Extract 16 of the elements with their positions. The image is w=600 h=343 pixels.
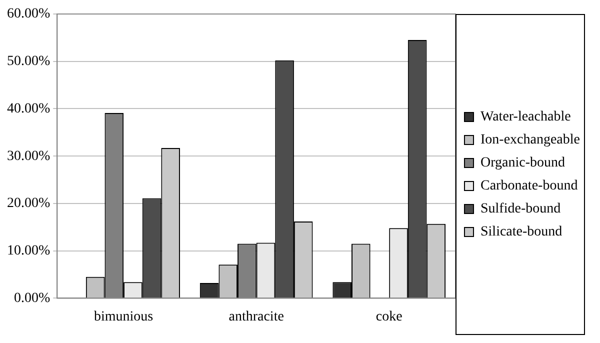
legend-label: Organic-bound: [480, 156, 566, 171]
legend-label: Ion-exchangeable: [480, 132, 580, 148]
legend-label: Water-leachable: [480, 110, 571, 125]
legend-label: Sulfide-bound: [480, 202, 561, 217]
y-tick-label: 60.00%: [6, 6, 50, 22]
x-tick-label: anthracite: [228, 309, 284, 324]
y-tick-label: 0.00%: [14, 290, 50, 306]
x-tick-label: bimunious: [94, 309, 154, 324]
y-tick-label: 20.00%: [6, 196, 50, 212]
y-tick-label: 40.00%: [6, 101, 50, 116]
y-tick-label: 50.00%: [6, 54, 50, 70]
legend-label: Carbonate-bound: [480, 178, 578, 194]
y-tick-label: 10.00%: [6, 244, 50, 259]
y-tick-label: 30.00%: [6, 148, 50, 164]
x-tick-label: coke: [376, 309, 402, 324]
legend-label: Silicate-bound: [480, 224, 562, 240]
